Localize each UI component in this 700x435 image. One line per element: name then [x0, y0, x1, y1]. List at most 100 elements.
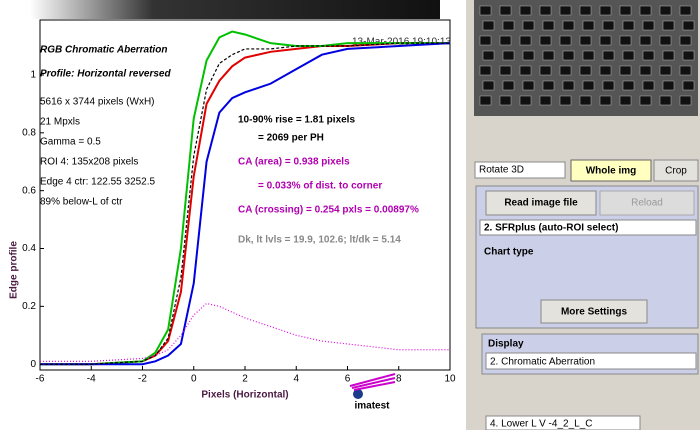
- annotation: 10-90% rise = 1.81 pixels: [238, 115, 355, 126]
- target-square: [499, 35, 512, 46]
- target-square: [642, 50, 655, 61]
- reload-button[interactable]: [599, 190, 695, 216]
- annotation: Dk, lt lvls = 19.9, 102.6; lt/dk = 5.14: [238, 235, 401, 246]
- chart-subtitle: Profile: Horizontal reversed: [40, 69, 171, 80]
- target-square: [602, 20, 615, 31]
- target-square: [579, 65, 592, 76]
- x-tick-label: 0: [191, 374, 197, 385]
- series-line: [40, 42, 450, 365]
- target-square: [639, 35, 652, 46]
- x-tick-label: 8: [396, 374, 402, 385]
- target-square: [542, 80, 555, 91]
- roi-select-text: 4. Lower L V -4_2_L_C: [490, 419, 592, 430]
- target-square: [659, 65, 672, 76]
- x-tick-label: 6: [345, 374, 351, 385]
- target-square: [502, 20, 515, 31]
- figure: [0, 0, 466, 430]
- target-square: [619, 35, 632, 46]
- target-square: [622, 50, 635, 61]
- target-square: [519, 95, 532, 106]
- y-tick-label: 0.4: [22, 243, 36, 254]
- target-square: [679, 65, 692, 76]
- target-square: [522, 20, 535, 31]
- target-square: [682, 20, 695, 31]
- target-square: [582, 80, 595, 91]
- series-line: [40, 30, 450, 366]
- reload-text: Reload: [631, 198, 663, 209]
- whole-img-text: Whole img: [586, 166, 637, 177]
- target-square: [599, 65, 612, 76]
- target-square: [562, 80, 575, 91]
- logo-dot: [353, 389, 363, 399]
- target-square: [479, 35, 492, 46]
- target-square: [482, 20, 495, 31]
- series-line: [40, 302, 450, 362]
- target-square: [482, 80, 495, 91]
- annotation: CA (area) = 0.938 pixels: [238, 157, 350, 168]
- mode-select[interactable]: [479, 219, 697, 236]
- x-tick-label: 4: [293, 374, 299, 385]
- target-square: [619, 5, 632, 16]
- target-square: [522, 80, 535, 91]
- target-square: [602, 50, 615, 61]
- target-square: [582, 50, 595, 61]
- target-square: [579, 35, 592, 46]
- x-axis-label: Pixels (Horizontal): [201, 390, 288, 401]
- target-square: [562, 50, 575, 61]
- target-square: [539, 5, 552, 16]
- rotate-select[interactable]: [474, 161, 566, 179]
- whole-img-button[interactable]: [570, 159, 652, 182]
- target-square: [559, 95, 572, 106]
- info-text: 89% below-L of ctr: [40, 197, 123, 208]
- info-text: Gamma = 0.5: [40, 137, 101, 148]
- mode-select-text: 2. SFRplus (auto-ROI select): [484, 223, 618, 234]
- read-button[interactable]: [485, 190, 597, 216]
- target-square: [522, 50, 535, 61]
- rotate-select-text: Rotate 3D: [479, 165, 524, 176]
- info-text: ROI 4: 135x208 pixels: [40, 157, 138, 168]
- series-line: [40, 42, 451, 366]
- x-tick-label: -4: [87, 374, 96, 385]
- target-square: [682, 80, 695, 91]
- logo-swoosh: [349, 373, 396, 391]
- logo: imatest: [354, 401, 390, 412]
- y-tick-label: 0.2: [22, 301, 36, 312]
- target-square: [579, 5, 592, 16]
- target-square: [599, 5, 612, 16]
- y-tick-label: 0.6: [22, 185, 36, 196]
- target-square: [479, 65, 492, 76]
- target-square: [622, 80, 635, 91]
- y-axis-label: Edge profile: [9, 241, 20, 299]
- target-square: [622, 20, 635, 31]
- target-square: [502, 50, 515, 61]
- chart-title: RGB Chromatic Aberration: [40, 45, 167, 56]
- target-square: [562, 20, 575, 31]
- target-square: [642, 20, 655, 31]
- y-tick-label: 1: [30, 70, 36, 81]
- target-square: [519, 65, 532, 76]
- more-settings-text: More Settings: [561, 307, 628, 318]
- target-square: [642, 80, 655, 91]
- target-square: [619, 95, 632, 106]
- crop-text: Crop: [665, 166, 687, 177]
- target-square: [639, 5, 652, 16]
- target-square: [599, 35, 612, 46]
- target-square: [499, 95, 512, 106]
- y-tick-label: 0: [30, 359, 36, 370]
- annotation: = 0.033% of dist. to corner: [258, 181, 382, 192]
- target-square: [499, 65, 512, 76]
- info-text: 21 Mpxls: [40, 117, 80, 128]
- target-square: [639, 65, 652, 76]
- target-square: [479, 95, 492, 106]
- display-select[interactable]: [485, 352, 697, 370]
- target-square: [519, 35, 532, 46]
- target-square: [599, 95, 612, 106]
- target-square: [659, 95, 672, 106]
- target-square: [602, 80, 615, 91]
- crop-button[interactable]: [653, 159, 699, 182]
- target-square: [542, 50, 555, 61]
- target-square: [679, 5, 692, 16]
- more-settings-button[interactable]: [540, 299, 648, 324]
- annotation: = 2069 per PH: [258, 133, 324, 144]
